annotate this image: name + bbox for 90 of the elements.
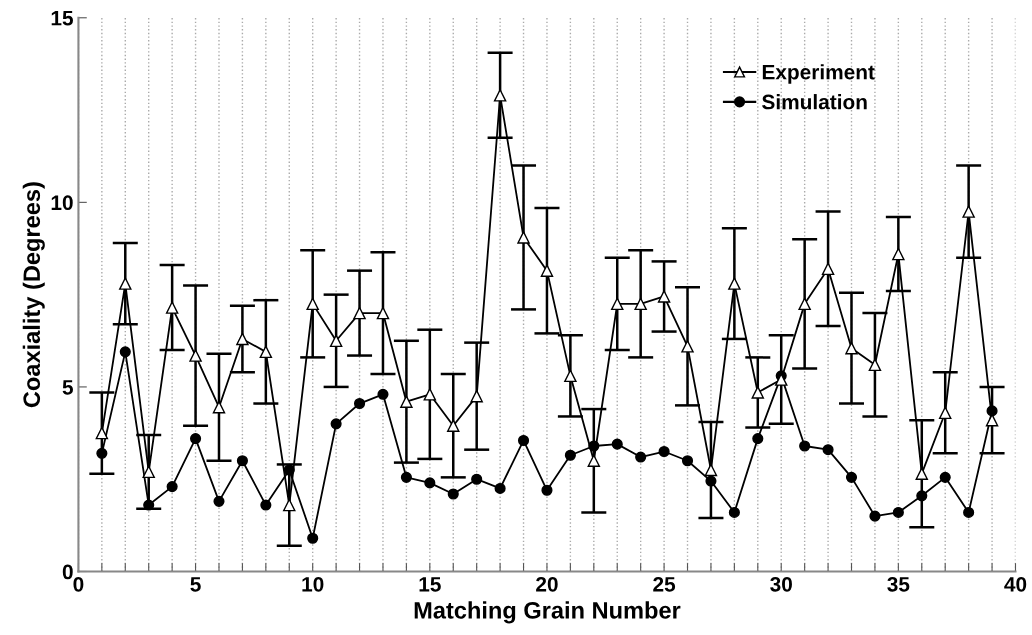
x-tick-label: 0 <box>73 576 84 592</box>
point <box>166 481 178 493</box>
point <box>892 247 905 261</box>
point <box>963 506 975 518</box>
point <box>189 349 202 362</box>
point <box>610 297 624 311</box>
point <box>165 301 179 314</box>
point <box>845 341 858 355</box>
point <box>447 488 459 500</box>
x-tick-label: 10 <box>302 576 324 592</box>
y-axis-title: Coaxiality (Degrees) <box>22 182 45 408</box>
point <box>705 475 717 487</box>
point <box>400 471 412 483</box>
point <box>635 451 647 463</box>
point <box>423 388 437 401</box>
point <box>260 499 272 511</box>
point <box>212 400 226 414</box>
legend-label: Experiment <box>762 64 875 84</box>
point <box>377 388 389 400</box>
y-tick-label: 5 <box>62 380 73 395</box>
point <box>283 498 296 512</box>
x-axis-title: Matching Grain Number <box>414 601 681 624</box>
point <box>119 277 132 290</box>
point <box>517 434 530 447</box>
x-tick-label: 40 <box>1004 576 1027 592</box>
x-tick-label: 35 <box>887 576 910 592</box>
point <box>541 484 553 496</box>
legend-label: Simulation <box>762 94 867 110</box>
x-tick-label: 15 <box>419 577 441 592</box>
point <box>892 506 904 518</box>
point <box>869 510 881 522</box>
point <box>564 369 577 383</box>
x-tick-label: 30 <box>770 576 792 592</box>
x-tick-label: 25 <box>653 576 676 592</box>
point <box>938 406 952 420</box>
point <box>213 495 225 507</box>
point <box>728 506 740 518</box>
point <box>190 433 202 445</box>
point <box>728 277 741 290</box>
point <box>236 332 249 346</box>
point <box>470 389 483 403</box>
point <box>611 438 623 450</box>
point <box>681 455 694 467</box>
point <box>329 334 343 348</box>
point <box>306 297 319 311</box>
y-tick-label: 15 <box>51 11 73 26</box>
point <box>916 490 928 502</box>
point <box>447 419 460 432</box>
x-tick-label: 5 <box>190 577 201 592</box>
point <box>798 297 811 311</box>
point <box>493 89 507 102</box>
point <box>868 358 882 372</box>
point <box>376 306 390 320</box>
point <box>471 473 483 485</box>
point <box>424 477 436 489</box>
y-tick-label: 0 <box>62 564 73 580</box>
point <box>400 395 413 408</box>
point <box>704 463 718 477</box>
point <box>658 445 670 458</box>
point <box>96 447 108 459</box>
point <box>330 418 342 430</box>
point <box>307 532 319 544</box>
point <box>494 482 506 494</box>
point <box>236 455 248 467</box>
point <box>799 440 811 452</box>
point <box>142 465 155 479</box>
point <box>634 297 647 311</box>
point <box>119 346 131 358</box>
point <box>774 373 788 386</box>
point <box>564 449 576 461</box>
point <box>752 433 764 445</box>
point <box>353 306 366 320</box>
point <box>751 386 765 399</box>
y-tick-label: 10 <box>51 195 73 211</box>
point <box>657 290 671 303</box>
point <box>587 454 601 468</box>
point <box>517 231 530 244</box>
point <box>143 499 155 511</box>
point <box>95 426 109 440</box>
x-tick-label: 20 <box>536 576 558 592</box>
point <box>915 467 929 480</box>
point <box>540 264 554 277</box>
point <box>353 397 366 410</box>
point <box>259 345 273 359</box>
point <box>939 471 951 483</box>
point <box>821 262 835 276</box>
point <box>822 444 834 456</box>
point <box>681 340 694 353</box>
point <box>845 471 858 483</box>
point <box>962 205 975 218</box>
